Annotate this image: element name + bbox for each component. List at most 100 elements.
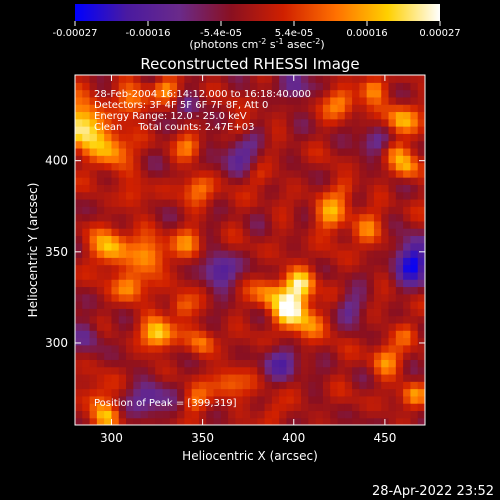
- heatmap-cell: [366, 403, 375, 412]
- heatmap-cell: [213, 279, 222, 288]
- heatmap-cell: [126, 308, 134, 317]
- heatmap-cell: [235, 352, 244, 360]
- heatmap-cell: [373, 126, 382, 134]
- heatmap-cell: [235, 315, 244, 324]
- heatmap-cell: [322, 155, 331, 164]
- heatmap-cell: [293, 359, 302, 368]
- heatmap-cell: [322, 344, 331, 353]
- heatmap-cell: [155, 118, 164, 127]
- heatmap-cell: [301, 286, 309, 295]
- heatmap-cell: [344, 359, 353, 368]
- heatmap-cell: [191, 344, 200, 353]
- heatmap-cell: [96, 366, 105, 375]
- heatmap-cell: [381, 140, 390, 149]
- heatmap-cell: [286, 293, 295, 302]
- heatmap-cell: [184, 184, 193, 193]
- heatmap-cell: [322, 162, 331, 171]
- heatmap-cell: [162, 337, 171, 346]
- heatmap-cell: [301, 82, 309, 91]
- heatmap-cell: [126, 82, 134, 91]
- heatmap-cell: [162, 198, 171, 207]
- heatmap-cell: [96, 220, 105, 229]
- heatmap-cell: [352, 286, 360, 295]
- heatmap-cell: [162, 147, 171, 156]
- heatmap-cell: [155, 147, 164, 156]
- heatmap-cell: [359, 403, 368, 412]
- heatmap-cell: [410, 191, 419, 200]
- colorbar-tick-label: 0.00027: [419, 28, 460, 39]
- heatmap-cell: [177, 235, 185, 244]
- heatmap-cell: [286, 395, 295, 404]
- heatmap-cell: [82, 381, 91, 390]
- heatmap-cell: [395, 337, 404, 346]
- heatmap-cell: [82, 301, 91, 309]
- heatmap-cell: [410, 403, 419, 412]
- heatmap-cell: [228, 177, 237, 185]
- heatmap-cell: [301, 366, 309, 375]
- heatmap-cell: [359, 388, 368, 397]
- heatmap-cell: [257, 191, 266, 200]
- heatmap-cell: [330, 250, 339, 258]
- heatmap-cell: [352, 177, 360, 185]
- heatmap-cell: [82, 191, 91, 200]
- heatmap-cell: [359, 293, 368, 302]
- heatmap-cell: [315, 257, 324, 266]
- heatmap-cell: [228, 410, 237, 419]
- heatmap-cell: [395, 118, 404, 127]
- heatmap-cell: [169, 220, 178, 229]
- heatmap-cell: [410, 301, 419, 309]
- heatmap-cell: [118, 169, 127, 178]
- heatmap-cell: [235, 89, 244, 98]
- heatmap-cell: [228, 206, 237, 215]
- heatmap-cell: [82, 293, 91, 302]
- heatmap-cell: [118, 330, 127, 339]
- heatmap-cell: [359, 315, 368, 324]
- heatmap-cell: [279, 184, 288, 193]
- heatmap-cell: [184, 147, 193, 156]
- heatmap-cell: [264, 235, 273, 244]
- heatmap-cell: [206, 271, 215, 280]
- heatmap-cell: [177, 118, 185, 127]
- heatmap-cell: [381, 155, 390, 164]
- heatmap-cell: [147, 381, 156, 390]
- heatmap-cell: [403, 191, 412, 200]
- heatmap-cell: [395, 410, 404, 419]
- heatmap-cell: [417, 162, 425, 171]
- heatmap-cell: [206, 96, 215, 105]
- heatmap-cell: [286, 271, 295, 280]
- heatmap-cell: [293, 257, 302, 266]
- heatmap-cell: [388, 118, 397, 127]
- heatmap-cell: [198, 169, 207, 178]
- heatmap-cell: [89, 250, 98, 258]
- heatmap-cell: [147, 155, 156, 164]
- heatmap-cell: [213, 235, 222, 244]
- heatmap-cell: [388, 75, 397, 83]
- heatmap-cell: [206, 206, 215, 215]
- heatmap-cell: [198, 293, 207, 302]
- heatmap-cell: [140, 366, 149, 375]
- heatmap-cell: [206, 381, 215, 390]
- heatmap-cell: [162, 213, 171, 222]
- heatmap-cell: [213, 191, 222, 200]
- heatmap-cell: [315, 322, 324, 331]
- heatmap-cell: [140, 271, 149, 280]
- heatmap-cell: [228, 147, 237, 156]
- heatmap-cell: [126, 366, 134, 375]
- heatmap-cell: [133, 177, 142, 185]
- heatmap-cell: [330, 184, 339, 193]
- heatmap-cell: [140, 301, 149, 309]
- heatmap-cell: [286, 381, 295, 390]
- heatmap-cell: [352, 191, 360, 200]
- heatmap-cell: [250, 126, 258, 134]
- heatmap-cell: [337, 104, 346, 113]
- heatmap-cell: [257, 140, 266, 149]
- heatmap-cell: [352, 403, 360, 412]
- heatmap-cell: [403, 279, 412, 288]
- heatmap-cell: [308, 271, 317, 280]
- heatmap-cell: [242, 366, 251, 375]
- heatmap-cell: [213, 140, 222, 149]
- heatmap-cell: [373, 133, 382, 142]
- heatmap-cell: [301, 96, 309, 105]
- heatmap-cell: [220, 242, 229, 251]
- heatmap-cell: [301, 155, 309, 164]
